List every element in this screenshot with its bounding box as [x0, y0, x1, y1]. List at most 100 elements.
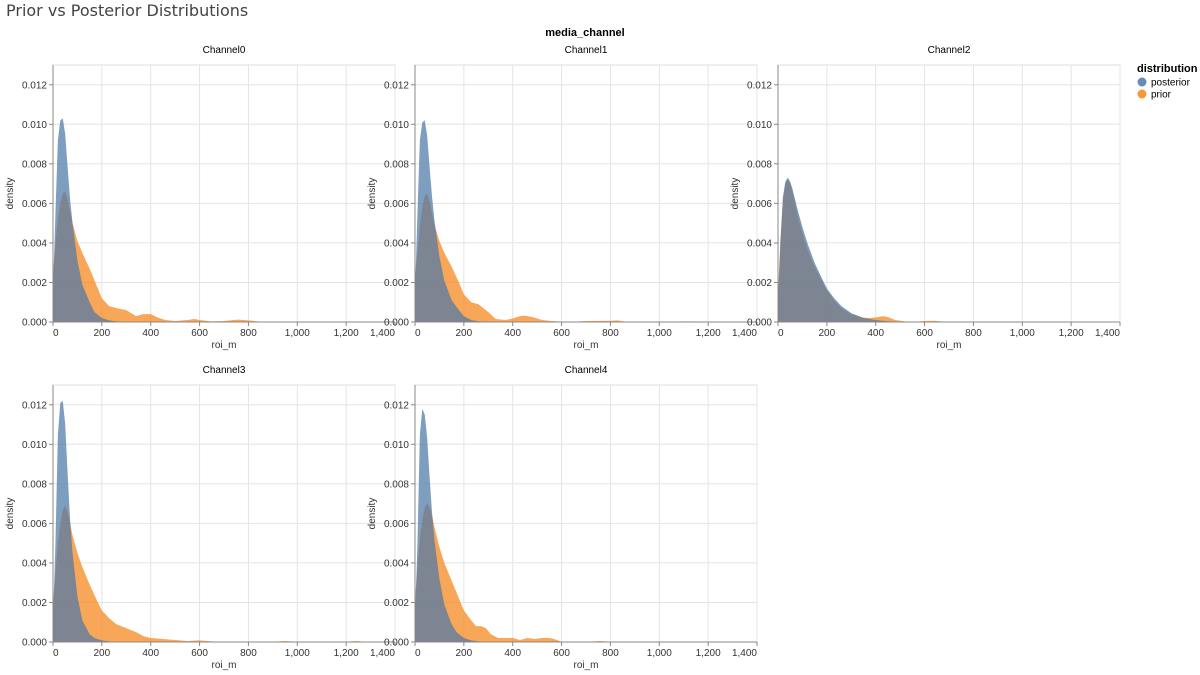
y-tick-label: 0.006: [384, 519, 409, 530]
x-tick-label: 200: [819, 328, 836, 339]
facet-panel-3: 0 200 400 600 800 1,000 1,200 1,400 0.000 0.002 0.…: [5, 365, 396, 671]
x-tick-label: 400: [142, 648, 159, 659]
y-tick-label: 0.006: [384, 199, 409, 210]
legend-label-posterior: posterior: [1151, 78, 1191, 89]
facet-field-header: media_channel: [545, 27, 624, 39]
y-tick-label: 0.010: [22, 440, 47, 451]
x-tick-label: 800: [965, 328, 982, 339]
x-tick-label: 1,400: [732, 328, 757, 339]
facet-panel-1: 0 200 400 600 800 1,000 1,200 1,4000.0000.0020.…: [367, 45, 758, 351]
y-tick-label: 0.008: [22, 479, 47, 490]
x-tick-label: 1,000: [285, 648, 310, 659]
y-tick-label: 0.004: [747, 238, 772, 249]
x-axis-title: roi_m: [573, 340, 598, 351]
area-posterior-channel2: [778, 177, 1120, 322]
y-tick-label: 0.000: [22, 318, 47, 329]
x-tick-label: 0: [53, 328, 59, 339]
plot-area: [414, 64, 758, 323]
x-tick-label: 400: [867, 328, 884, 339]
x-tick-label: 800: [240, 328, 257, 339]
y-tick-label: 0.012: [747, 80, 772, 91]
y-tick-label: 0.004: [384, 558, 409, 569]
y-tick-label: 0.010: [22, 120, 47, 131]
y-tick-label: 0.012: [384, 400, 409, 411]
facet-panel-0: 0 200 400 600 800 1,000 1,200 1,400 0.000 0.002 0.…: [5, 45, 396, 351]
y-tick-label: 0.000: [384, 318, 409, 329]
x-tick-label: 800: [602, 328, 619, 339]
x-tick-label: 600: [191, 328, 208, 339]
facet-title: Channel1: [565, 45, 608, 56]
area-prior-channel3: [53, 505, 395, 642]
x-tick-label: 600: [191, 648, 208, 659]
y-tick-label: 0.010: [747, 120, 772, 131]
x-tick-label: 1,200: [696, 328, 721, 339]
x-tick-label: 1,000: [1010, 328, 1035, 339]
y-tick-label: 0.006: [22, 519, 47, 530]
legend-title: distribution: [1137, 63, 1198, 75]
x-tick-label: 1,000: [285, 328, 310, 339]
x-tick-label: 1,200: [334, 648, 359, 659]
facet-panel-4: 0 200 400 600 800 1,000 1,200 1,4000.0000.0020.…: [367, 365, 758, 671]
x-tick-label: 0: [415, 328, 421, 339]
x-tick-label: 1,200: [1059, 328, 1084, 339]
y-axis-title: density: [367, 498, 378, 530]
x-tick-label: 600: [916, 328, 933, 339]
y-tick-label: 0.000: [384, 638, 409, 649]
x-tick-label: 1,400: [370, 648, 395, 659]
x-tick-label: 600: [553, 648, 570, 659]
x-axis-title: roi_m: [573, 660, 598, 671]
y-tick-label: 0.012: [22, 80, 47, 91]
x-tick-label: 0: [415, 648, 421, 659]
facet-title: Channel4: [565, 365, 608, 376]
y-tick-label: 0.012: [384, 80, 409, 91]
x-tick-label: 200: [456, 648, 473, 659]
area-posterior-channel4: [415, 408, 757, 642]
y-tick-label: 0.008: [384, 479, 409, 490]
x-tick-label: 600: [553, 328, 570, 339]
y-tick-label: 0.000: [747, 318, 772, 329]
y-axis-title: density: [367, 178, 378, 210]
y-tick-label: 0.008: [22, 159, 47, 170]
y-axis-title: density: [5, 178, 16, 210]
x-tick-label: 0: [53, 648, 59, 659]
y-tick-label: 0.012: [22, 400, 47, 411]
x-tick-label: 1,400: [370, 328, 395, 339]
x-axis-title: roi_m: [936, 340, 961, 351]
x-axis-title: roi_m: [211, 340, 236, 351]
plot-area: [414, 384, 758, 643]
x-axis-title: roi_m: [211, 660, 236, 671]
x-tick-label: 1,000: [647, 328, 672, 339]
y-tick-label: 0.002: [384, 598, 409, 609]
y-tick-label: 0.010: [384, 120, 409, 131]
area-posterior-channel0: [53, 118, 395, 322]
x-tick-label: 400: [504, 648, 521, 659]
y-tick-label: 0.000: [22, 638, 47, 649]
x-tick-label: 200: [456, 328, 473, 339]
y-axis-title: density: [5, 498, 16, 530]
x-tick-label: 400: [504, 328, 521, 339]
x-tick-label: 800: [240, 648, 257, 659]
x-tick-label: 800: [602, 648, 619, 659]
y-tick-label: 0.002: [747, 278, 772, 289]
plot-area: [52, 64, 396, 323]
x-tick-label: 0: [778, 328, 784, 339]
x-tick-label: 400: [142, 328, 159, 339]
plot-area: [777, 64, 1121, 323]
legend-label-prior: prior: [1151, 90, 1172, 101]
x-tick-label: 1,200: [696, 648, 721, 659]
facet-title: Channel0: [203, 45, 246, 56]
y-tick-label: 0.006: [22, 199, 47, 210]
legend-swatch-posterior: [1137, 77, 1147, 87]
page-title: Prior vs Posterior Distributions: [6, 1, 249, 20]
y-tick-label: 0.002: [384, 278, 409, 289]
x-tick-label: 200: [94, 328, 111, 339]
facet-title: Channel2: [928, 45, 971, 56]
plot-area: [52, 384, 396, 643]
x-tick-label: 1,000: [647, 648, 672, 659]
x-tick-label: 1,400: [732, 648, 757, 659]
y-tick-label: 0.008: [384, 159, 409, 170]
x-tick-label: 200: [94, 648, 111, 659]
y-tick-label: 0.008: [747, 159, 772, 170]
y-tick-label: 0.010: [384, 440, 409, 451]
